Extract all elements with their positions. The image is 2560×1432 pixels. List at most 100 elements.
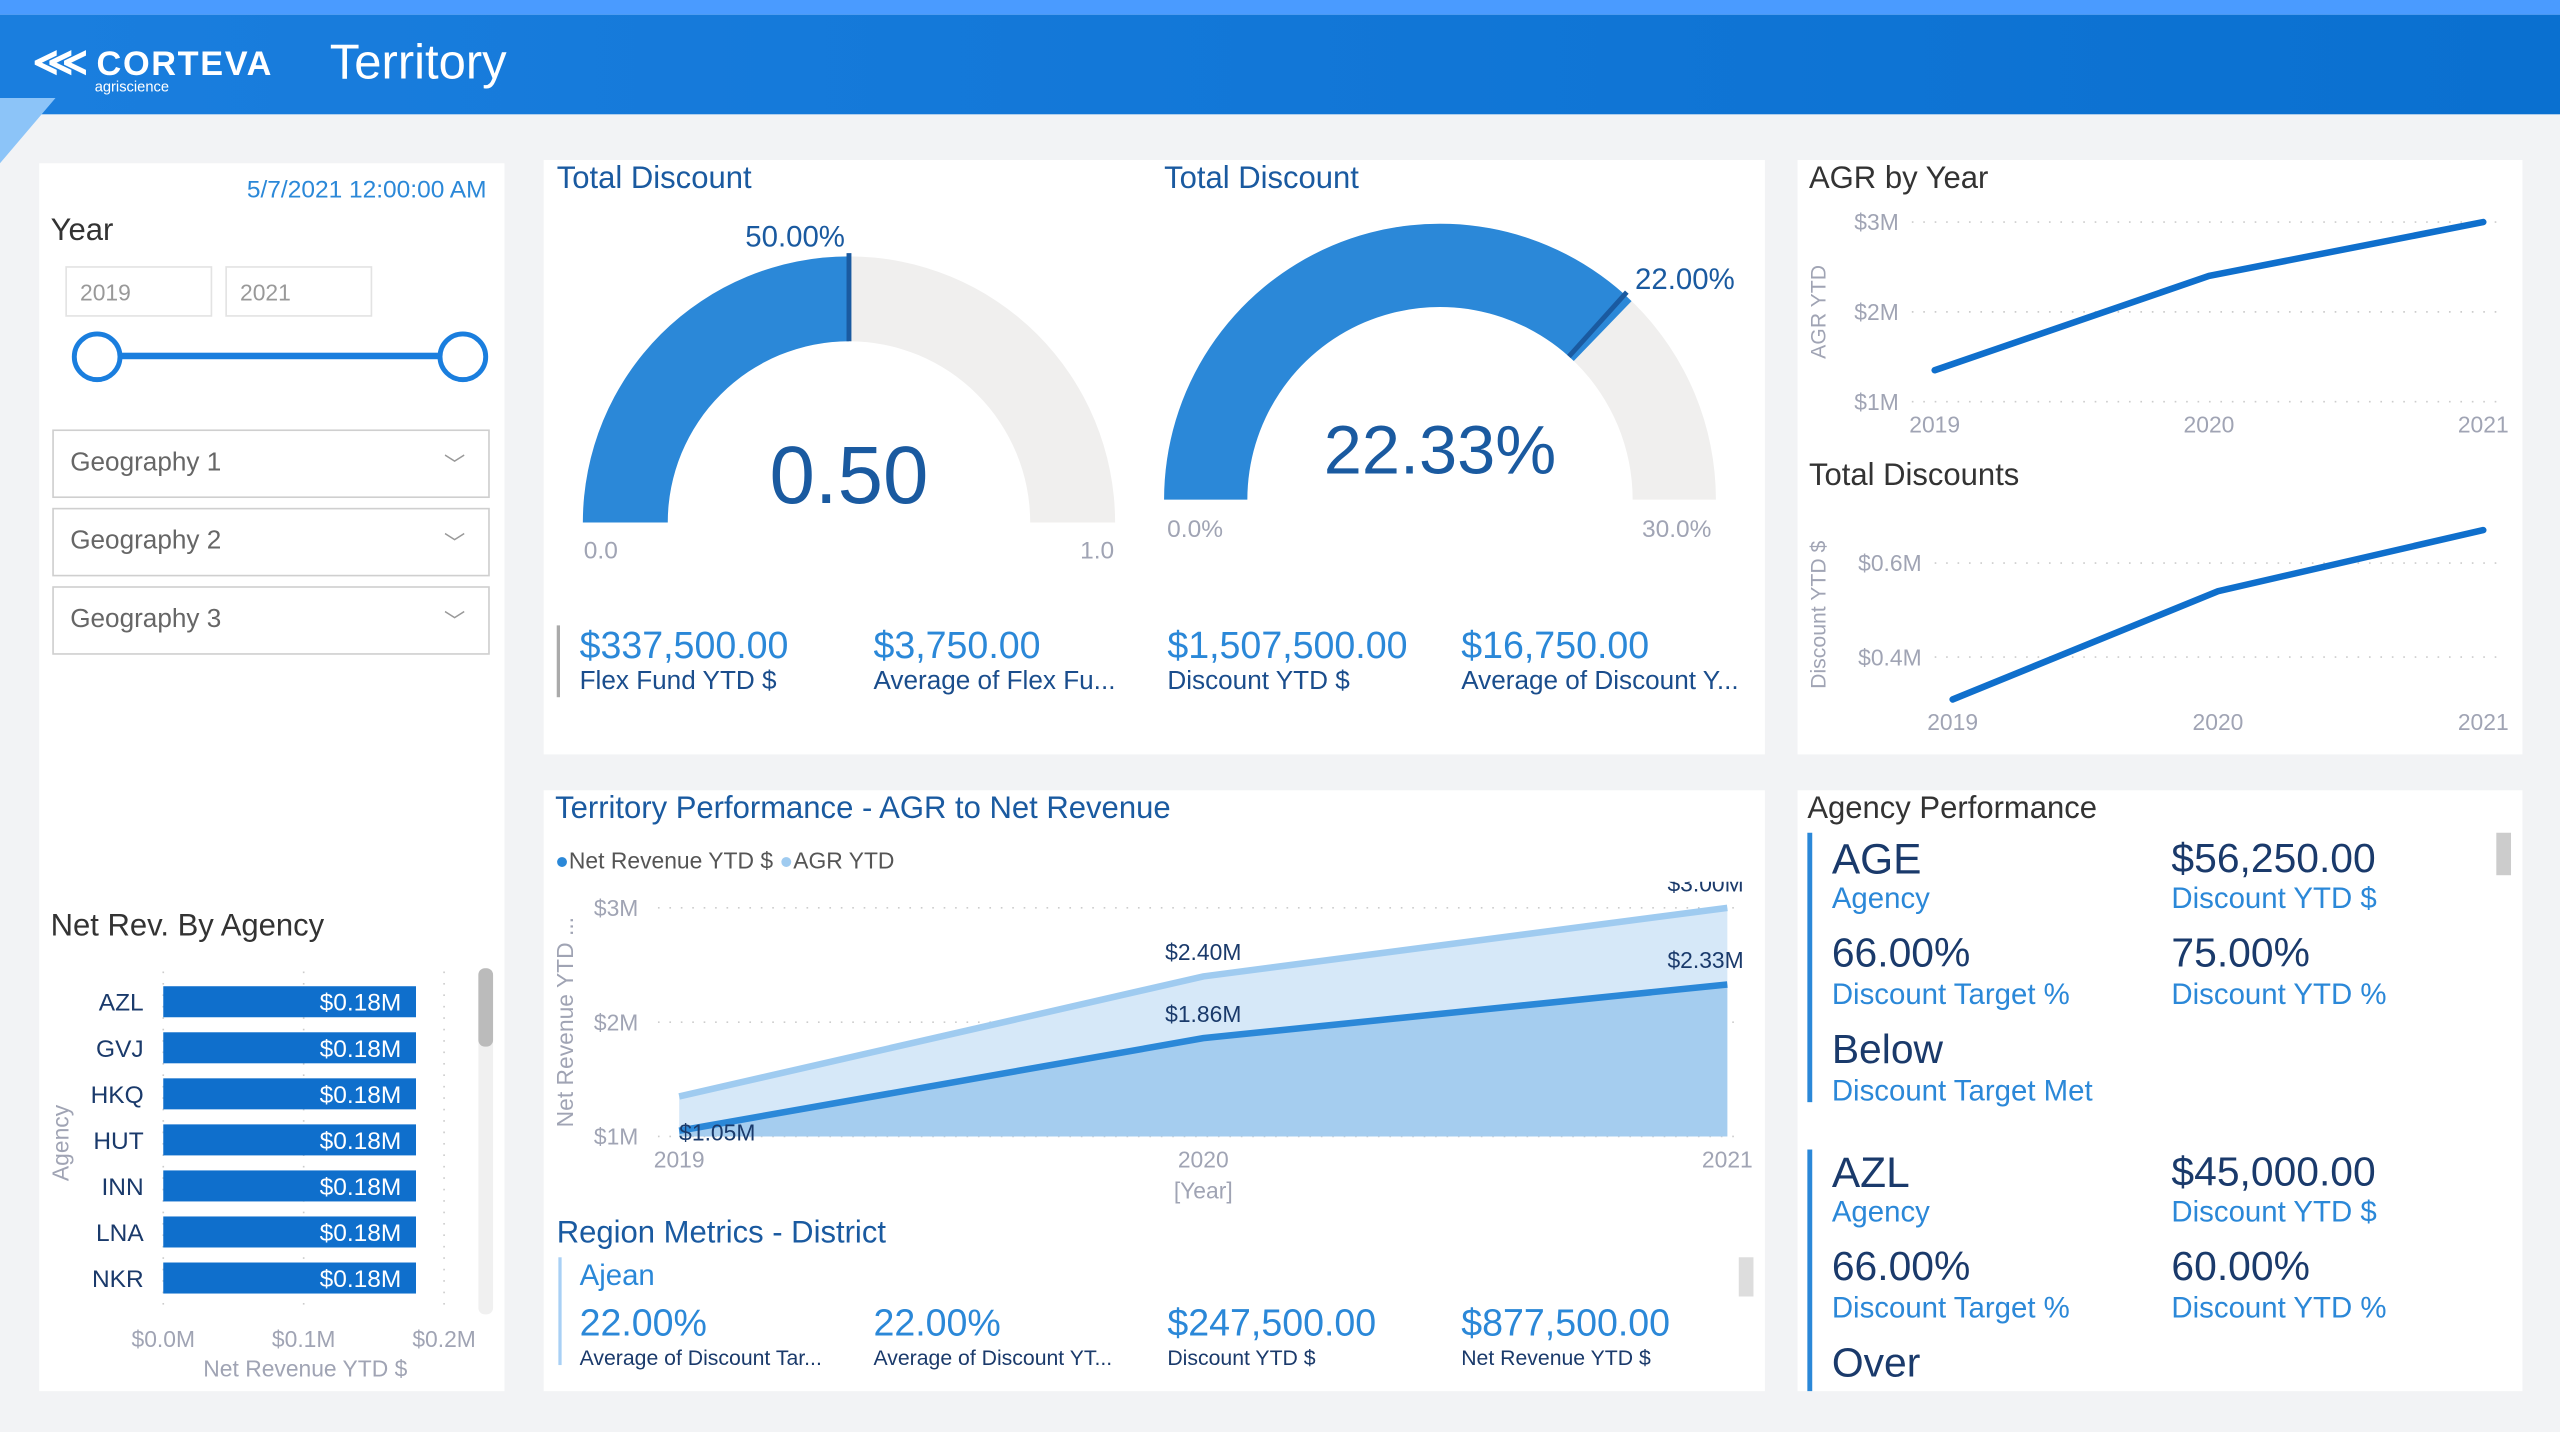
agency-code: AGE [1831,834,1922,884]
dropdown-label: Geography 1 [70,449,222,477]
y-axis-title: AGR YTD [1807,265,1830,359]
region-card: 22.00% Average of Discount Tar... [580,1301,822,1370]
y-tick-label: $1M [1854,389,1898,415]
year-slider-handle-start[interactable] [71,331,123,383]
legend-dot-icon: ● [779,847,794,874]
status-value: Below [1831,1027,1944,1073]
agr-line [678,904,1728,1100]
gauges-svg: 0.50 0.0 1.0 50.00% 22.33% 0.0% 30.0% 22.00% [582,221,1735,564]
discount-label: Discount YTD $ [2171,1195,2377,1228]
net-revenue-line [678,981,1728,1134]
bar [163,1078,416,1110]
target-pct: 66.00% [1831,930,1971,977]
card-value: $1,507,500.00 [1167,623,1408,667]
region-card: 22.00% Average of Discount YT... [873,1301,1112,1370]
bar [163,1124,416,1156]
ytd-pct: 75.00% [2171,930,2310,977]
chevron-down-icon: ﹀ [444,609,466,634]
bar-data-label: $0.18M [320,990,402,1017]
region-metrics-title: Region Metrics - District [556,1216,886,1251]
data-label: $1.05M [679,1120,755,1146]
y-tick-label: $2M [1854,299,1898,325]
discount-label: Discount YTD $ [2171,881,2377,915]
status-label: Discount Target Met [1831,1074,2093,1108]
scrollbar-track [478,968,494,1315]
bar [163,1262,416,1294]
y-axis-title: Discount YTD $ [1807,540,1830,688]
agr-by-year-title: AGR by Year [1808,161,1989,196]
card-label: Flex Fund YTD $ [579,667,777,696]
y-axis-title: Agency [48,1104,74,1181]
card-value: $3,750.00 [873,623,1041,667]
year-to-input[interactable]: 2021 [225,266,373,317]
trend-panel [1797,160,2523,755]
chevron-down-icon: ﹀ [444,530,466,556]
dropdown-label: Geography 2 [70,527,222,556]
card-label: Net Revenue YTD $ [1461,1345,1651,1370]
x-tick-label: 2021 [2458,412,2509,438]
gauge-1-title: Total Discount [556,161,752,196]
agency-divider [1807,1149,1813,1392]
category-label: AZL [99,990,144,1017]
line-series [1949,526,2487,703]
x-axis-title: Net Revenue YTD $ [203,1355,407,1381]
y-axis-title: Net Revenue YTD ... [552,917,578,1127]
y-tick-label: $3M [594,895,638,921]
bar [163,1216,416,1248]
legend-net-revenue[interactable]: Net Revenue YTD $ [568,847,774,874]
ytd-label: Discount YTD % [2171,1291,2387,1325]
y-tick-label: $0.6M [1858,550,1921,576]
card-label: Discount YTD $ [1167,667,1350,696]
avg-discount-card: $16,750.00 Average of Discount Y... [1461,624,1738,697]
agency-label: Agency [1831,1195,1930,1228]
geography-2-dropdown[interactable]: Geography 2 ﹀ [52,507,490,577]
gauge-min-label: 0.0 [584,537,618,564]
gauge-value-label: 0.50 [770,430,929,521]
region-divider [558,1257,562,1366]
x-axis-title: [Year] [1174,1178,1233,1204]
avg-flex-fund-card: $3,750.00 Average of Flex Fu... [873,624,1115,697]
card-label: Discount YTD $ [1167,1345,1316,1370]
scrollbar-thumb[interactable] [478,968,494,1047]
header-bar [0,14,2560,115]
net-rev-by-agency-title: Net Rev. By Agency [50,909,325,944]
category-label: INN [102,1174,144,1201]
legend-agr[interactable]: AGR YTD [793,847,895,874]
discount-value: $45,000.00 [2171,1149,2376,1196]
gauge-value-arc [582,256,849,523]
x-tick-label: $0.1M [272,1326,335,1352]
legend-dot-icon: ● [555,847,569,874]
card-value: 22.00% [579,1301,707,1344]
x-tick-label: $0.0M [132,1326,195,1352]
agency-scrollbar[interactable] [2496,832,2512,876]
chart-legend: ●Net Revenue YTD $ ●AGR YTD [555,847,894,873]
bar [163,986,416,1018]
year-from-input[interactable]: 2019 [65,266,213,317]
year-label: Year [50,213,114,249]
flex-fund-card: $337,500.00 Flex Fund YTD $ [580,624,789,697]
decorative-triangle [0,97,56,164]
data-label: $1.86M [1165,1001,1241,1027]
year-slider-track[interactable] [97,352,463,360]
timestamp: 5/7/2021 12:00:00 AM [246,176,487,205]
gauge-max-label: 30.0% [1642,516,1711,543]
geography-1-dropdown[interactable]: Geography 1 ﹀ [52,429,490,499]
region-scrollbar[interactable] [1738,1257,1754,1297]
data-label: $2.40M [1165,939,1241,965]
agency-label: Agency [1831,881,1930,915]
agency-performance-title: Agency Performance [1807,791,2098,827]
x-tick-label: 2021 [2458,709,2509,735]
geography-3-dropdown[interactable]: Geography 3 ﹀ [52,586,490,655]
card-divider [556,625,560,698]
card-value: $247,500.00 [1167,1301,1377,1344]
gauge-target-marker [1567,290,1629,359]
card-value: $337,500.00 [579,623,789,667]
status-value: Over [1831,1340,1921,1387]
total-discounts-title: Total Discounts [1808,458,2020,494]
agency-code: AZL [1831,1147,1910,1197]
category-label: NKR [92,1266,144,1293]
x-tick-label: 2019 [654,1146,705,1172]
card-label: Average of Discount YT... [873,1345,1113,1370]
bar-data-label: $0.18M [320,1128,402,1155]
year-slider-handle-end[interactable] [437,331,489,383]
